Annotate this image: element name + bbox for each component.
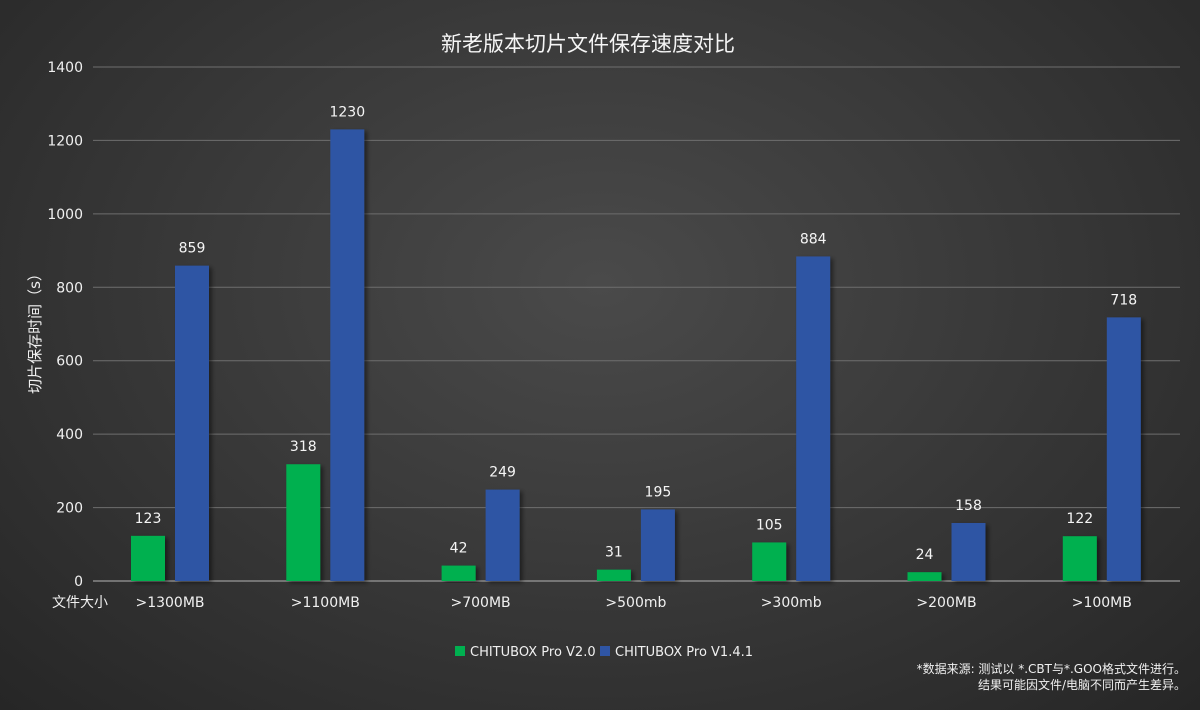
x-tick-label: >100MB <box>1072 595 1132 611</box>
x-tick-label: >1100MB <box>291 595 360 611</box>
data-label: 718 <box>1110 292 1137 308</box>
data-label: 859 <box>179 241 206 257</box>
y-tick-label: 200 <box>56 501 83 517</box>
data-label: 42 <box>450 541 468 557</box>
footnote-line: 结果可能因文件/电脑不同而产生差异。 <box>978 677 1186 692</box>
legend-swatch <box>455 646 465 656</box>
y-tick-label: 1000 <box>47 207 83 223</box>
data-label: 105 <box>756 517 783 533</box>
legend: CHITUBOX Pro V2.0 CHITUBOX Pro V1.4.1 <box>455 645 753 660</box>
bar-v141 <box>1106 317 1141 581</box>
legend-label: CHITUBOX Pro V2.0 <box>470 645 596 660</box>
data-label: 884 <box>800 231 827 247</box>
bar-v141 <box>796 256 831 581</box>
footnote-line: *数据来源: 测试以 *.CBT与*.GOO格式文件进行。 <box>917 661 1186 676</box>
x-tick-label: >1300MB <box>135 595 204 611</box>
bar-v141 <box>330 129 365 581</box>
bar-v141 <box>175 265 209 581</box>
data-label: 249 <box>489 465 516 481</box>
chart-title: 新老版本切片文件保存速度对比 <box>441 32 735 56</box>
y-tick-label: 800 <box>56 280 83 296</box>
data-label: 1230 <box>329 104 365 120</box>
axes: 切片保存时间（s） 文件大小 0 200 400 600 800 1000 1200 1400… <box>26 60 1180 611</box>
y-tick-label: 1400 <box>47 60 83 76</box>
data-labels: 123 859 318 1230 42 249 31 195 105 884 24 158 122 718 <box>135 104 1138 563</box>
x-tick-label: >700MB <box>451 595 511 611</box>
y-tick-label: 400 <box>56 427 83 443</box>
bar-v141 <box>640 509 675 581</box>
y-tick-label: 1200 <box>47 133 83 149</box>
bar-v2 <box>907 572 942 581</box>
data-label: 24 <box>916 547 934 563</box>
bar-v2 <box>441 565 476 581</box>
bar-v2 <box>752 542 787 581</box>
x-axis-label: 文件大小 <box>52 595 108 611</box>
bar-v2 <box>596 569 631 581</box>
gridlines <box>93 66 1180 509</box>
bar-v2 <box>286 464 321 581</box>
bar-v141 <box>485 489 520 581</box>
legend-label: CHITUBOX Pro V1.4.1 <box>615 645 753 660</box>
footnote: *数据来源: 测试以 *.CBT与*.GOO格式文件进行。结果可能因文件/电脑不… <box>917 661 1186 692</box>
bar-v2 <box>131 535 165 581</box>
x-tick-label: >200MB <box>916 595 976 611</box>
y-tick-label: 0 <box>74 574 83 590</box>
x-tick-label: >300mb <box>761 595 822 611</box>
y-axis-label: 切片保存时间（s） <box>26 266 44 394</box>
data-label: 195 <box>645 484 672 500</box>
y-tick-label: 600 <box>56 354 83 370</box>
data-label: 318 <box>290 439 317 455</box>
legend-swatch <box>600 646 610 656</box>
data-label: 158 <box>955 498 982 514</box>
bar-v2 <box>1062 536 1097 581</box>
x-tick-label: >500mb <box>605 595 666 611</box>
data-label: 122 <box>1066 511 1093 527</box>
bars <box>131 129 1141 581</box>
bar-v141 <box>951 522 986 581</box>
data-label: 123 <box>135 511 162 527</box>
data-label: 31 <box>605 545 623 561</box>
